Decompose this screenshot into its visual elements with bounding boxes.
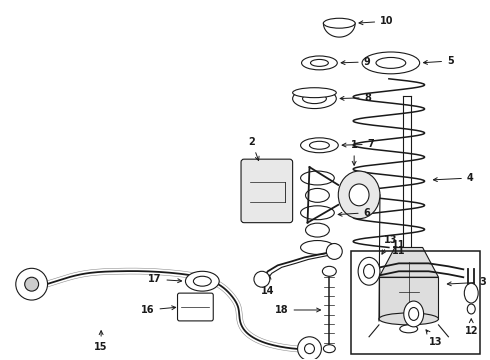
Ellipse shape — [185, 271, 219, 291]
Ellipse shape — [379, 313, 439, 325]
Ellipse shape — [310, 141, 329, 149]
Ellipse shape — [311, 59, 328, 66]
Text: 8: 8 — [340, 93, 371, 103]
Ellipse shape — [322, 266, 336, 276]
Ellipse shape — [306, 188, 329, 202]
Ellipse shape — [323, 18, 355, 28]
Ellipse shape — [302, 94, 326, 104]
FancyBboxPatch shape — [177, 293, 213, 321]
Text: 9: 9 — [341, 57, 370, 67]
Polygon shape — [379, 277, 439, 319]
Polygon shape — [379, 247, 439, 277]
Text: 13: 13 — [382, 234, 397, 254]
Ellipse shape — [338, 171, 380, 219]
Text: 11: 11 — [392, 247, 406, 256]
Text: 11: 11 — [392, 239, 406, 249]
Circle shape — [305, 344, 315, 354]
Ellipse shape — [323, 345, 335, 353]
Circle shape — [254, 271, 270, 287]
Bar — [351, 251, 480, 354]
Text: 15: 15 — [95, 331, 108, 352]
Text: 7: 7 — [342, 139, 374, 149]
Ellipse shape — [404, 301, 424, 327]
Ellipse shape — [349, 184, 369, 206]
Circle shape — [24, 277, 39, 291]
Ellipse shape — [358, 257, 380, 285]
Text: 18: 18 — [275, 305, 320, 315]
Ellipse shape — [194, 276, 211, 286]
Circle shape — [326, 243, 342, 260]
FancyBboxPatch shape — [241, 159, 293, 223]
Text: 2: 2 — [248, 137, 259, 161]
Ellipse shape — [293, 89, 336, 109]
Text: 14: 14 — [261, 275, 274, 296]
Circle shape — [16, 268, 48, 300]
Ellipse shape — [467, 304, 475, 314]
Text: 3: 3 — [447, 277, 487, 287]
Ellipse shape — [300, 240, 334, 255]
Ellipse shape — [300, 171, 334, 185]
Ellipse shape — [306, 223, 329, 237]
Text: 1: 1 — [351, 140, 358, 165]
Text: 5: 5 — [423, 56, 454, 66]
Circle shape — [297, 337, 321, 360]
Ellipse shape — [300, 138, 338, 153]
Ellipse shape — [364, 264, 374, 278]
Ellipse shape — [465, 283, 478, 303]
Ellipse shape — [400, 325, 417, 333]
Ellipse shape — [409, 307, 418, 320]
Ellipse shape — [362, 52, 419, 74]
Text: 17: 17 — [148, 274, 182, 284]
Text: 12: 12 — [465, 319, 478, 336]
Ellipse shape — [293, 88, 336, 98]
Ellipse shape — [301, 56, 337, 70]
Ellipse shape — [300, 206, 334, 220]
Text: 13: 13 — [426, 330, 442, 347]
Ellipse shape — [376, 58, 406, 68]
Text: 16: 16 — [141, 305, 175, 315]
Text: 6: 6 — [338, 208, 370, 218]
Text: 4: 4 — [434, 173, 474, 183]
Text: 10: 10 — [359, 16, 393, 26]
